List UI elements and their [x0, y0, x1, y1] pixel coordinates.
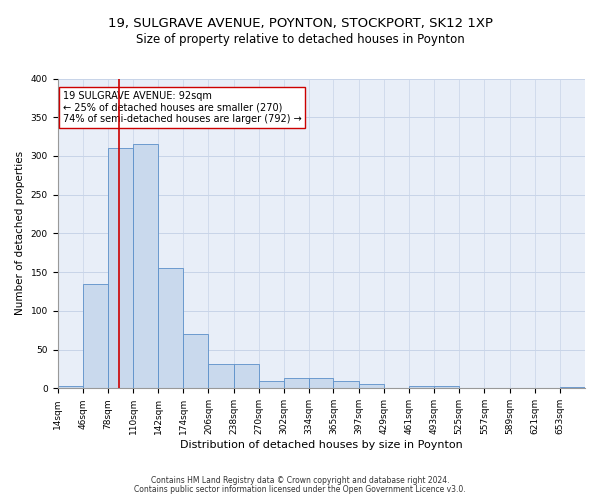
- Bar: [284, 378, 309, 388]
- Bar: [334, 382, 359, 388]
- Text: 19 SULGRAVE AVENUE: 92sqm
← 25% of detached houses are smaller (270)
74% of semi: 19 SULGRAVE AVENUE: 92sqm ← 25% of detac…: [63, 91, 302, 124]
- Bar: [83, 284, 108, 389]
- X-axis label: Distribution of detached houses by size in Poynton: Distribution of detached houses by size …: [180, 440, 463, 450]
- Bar: [409, 386, 434, 388]
- Bar: [359, 384, 384, 388]
- Bar: [158, 268, 184, 388]
- Y-axis label: Number of detached properties: Number of detached properties: [15, 152, 25, 316]
- Bar: [560, 387, 585, 388]
- Text: Size of property relative to detached houses in Poynton: Size of property relative to detached ho…: [136, 32, 464, 46]
- Text: Contains HM Land Registry data © Crown copyright and database right 2024.: Contains HM Land Registry data © Crown c…: [151, 476, 449, 485]
- Bar: [259, 380, 284, 388]
- Bar: [184, 334, 208, 388]
- Text: Contains public sector information licensed under the Open Government Licence v3: Contains public sector information licen…: [134, 485, 466, 494]
- Bar: [434, 386, 459, 388]
- Bar: [58, 386, 83, 388]
- Text: 19, SULGRAVE AVENUE, POYNTON, STOCKPORT, SK12 1XP: 19, SULGRAVE AVENUE, POYNTON, STOCKPORT,…: [107, 18, 493, 30]
- Bar: [208, 364, 233, 388]
- Bar: [108, 148, 133, 388]
- Bar: [309, 378, 334, 388]
- Bar: [133, 144, 158, 388]
- Bar: [233, 364, 259, 388]
